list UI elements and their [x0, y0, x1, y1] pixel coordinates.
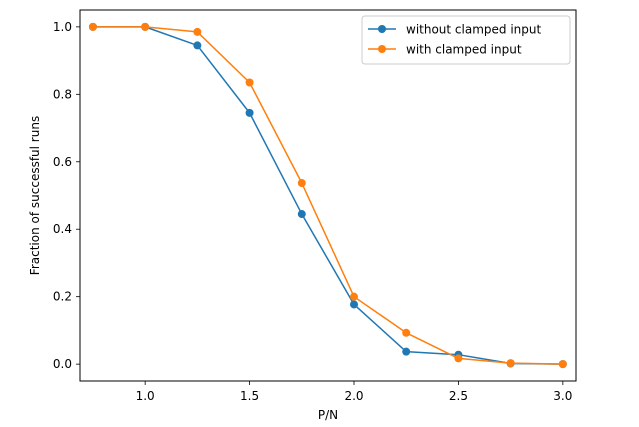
- y-tick-label: 0.8: [53, 87, 72, 101]
- data-point: [350, 300, 359, 309]
- data-point: [141, 22, 150, 31]
- series-layer: [88, 22, 567, 369]
- legend-item: without clamped input: [368, 23, 541, 37]
- x-tick-label: 2.0: [344, 389, 363, 403]
- data-point: [454, 354, 463, 363]
- y-tick-label: 1.0: [53, 20, 72, 34]
- data-point: [506, 359, 515, 368]
- data-point: [193, 27, 202, 36]
- legend-swatch-marker: [378, 25, 386, 33]
- series-2: [88, 22, 567, 369]
- legend-label: without clamped input: [406, 23, 541, 37]
- legend-frame: [361, 15, 571, 65]
- data-point: [193, 41, 202, 50]
- series-line: [92, 26, 563, 365]
- y-tick-label: 0.2: [53, 290, 72, 304]
- y-tick-label: 0.6: [53, 155, 72, 169]
- x-tick-label: 1.5: [240, 389, 259, 403]
- data-point: [402, 347, 411, 356]
- y-tick-label: 0.4: [53, 222, 72, 236]
- data-point: [297, 179, 306, 188]
- plot-frame: [79, 9, 577, 382]
- data-point: [558, 360, 567, 369]
- series-line: [92, 26, 563, 365]
- x-axis: 1.0 1.5 2.0 2.5 3.0: [136, 381, 572, 403]
- data-point: [245, 78, 254, 87]
- x-tick-label: 3.0: [553, 389, 572, 403]
- data-point: [245, 108, 254, 117]
- data-point: [350, 292, 359, 301]
- legend: without clamped input with clamped input: [361, 15, 571, 65]
- x-tick-label: 2.5: [449, 389, 468, 403]
- legend-label: with clamped input: [406, 43, 522, 57]
- y-axis-label: Fraction of successful runs: [28, 116, 42, 275]
- data-point: [297, 210, 306, 219]
- y-tick-label: 0.0: [53, 357, 72, 371]
- data-point: [402, 328, 411, 337]
- legend-item: with clamped input: [368, 43, 522, 57]
- data-point: [88, 22, 97, 31]
- x-tick-label: 1.0: [136, 389, 155, 403]
- legend-swatch-marker: [378, 45, 386, 53]
- x-axis-label: P/N: [318, 408, 338, 422]
- y-axis: 0.0 0.2 0.4 0.6 0.8 1.0: [53, 20, 80, 371]
